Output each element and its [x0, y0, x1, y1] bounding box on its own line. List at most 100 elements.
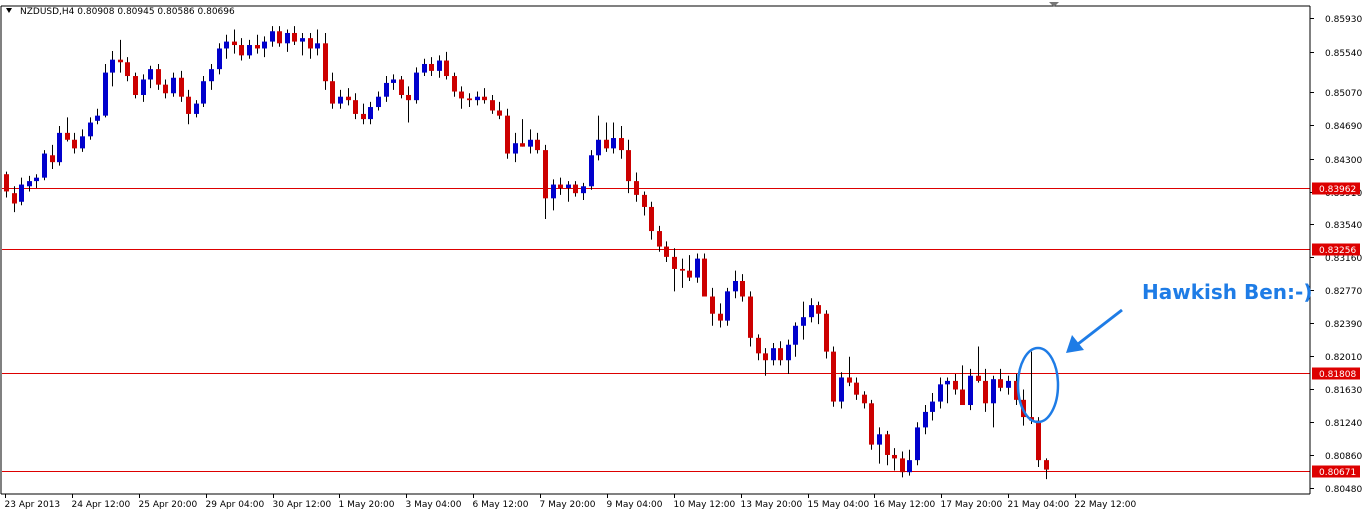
bull-candle [315, 43, 320, 49]
level-labels: 0.83962 0.83256 0.81808 0.80671 [1312, 182, 1360, 478]
level-label: 0.80671 [1319, 468, 1356, 478]
annotation-text: Hawkish Ben:-) [1142, 280, 1312, 304]
dropdown-triangle-icon[interactable] [6, 8, 12, 13]
bull-candle [247, 45, 252, 56]
bear-candle [748, 296, 753, 338]
bear-candle [862, 394, 867, 404]
bear-candle [892, 454, 897, 459]
bear-candle [353, 100, 358, 114]
bull-candle [589, 155, 594, 187]
bear-candle [672, 256, 677, 269]
bull-candle [793, 325, 798, 345]
bear-candle [118, 59, 123, 63]
bull-candle [809, 305, 814, 318]
bear-candle [854, 382, 859, 395]
bear-candle [604, 139, 609, 149]
price-tick-label: 0.85540 [1325, 49, 1362, 59]
price-tick-label: 0.82390 [1325, 320, 1362, 330]
price-tick-label: 0.80860 [1325, 452, 1362, 462]
bear-candle [361, 113, 366, 120]
shift-marker-icon[interactable] [1049, 2, 1059, 7]
symbol-info: NZDUSD,H4 0.80908 0.80945 0.80586 0.8069… [20, 7, 235, 17]
bull-candle [42, 153, 47, 178]
bull-candle [201, 81, 206, 104]
level-label-box [1312, 243, 1360, 256]
time-tick-label: 29 Apr 04:00 [206, 500, 265, 510]
bull-candle [338, 96, 343, 104]
time-tick-label: 16 May 12:00 [874, 500, 936, 510]
time-tick-label: 30 Apr 12:00 [273, 500, 332, 510]
bull-candle [285, 32, 290, 44]
time-tick-label: 6 May 12:00 [473, 500, 529, 510]
arrow-head-icon [1066, 335, 1084, 353]
candles [4, 26, 1049, 480]
bull-candle [938, 384, 943, 402]
bear-candle [429, 63, 434, 71]
bull-candle [209, 69, 214, 82]
bear-candle [740, 281, 745, 297]
bull-candle [224, 41, 229, 49]
bull-candle [611, 138, 616, 149]
bear-candle [467, 98, 472, 101]
bull-candle [915, 427, 920, 461]
price-tick-label: 0.85930 [1325, 15, 1362, 25]
bull-candle [930, 401, 935, 412]
bear-candle [156, 69, 161, 85]
price-tick-label: 0.82010 [1325, 353, 1362, 363]
bull-candle [391, 79, 396, 83]
bear-candle [687, 270, 692, 278]
bull-candle [907, 460, 912, 473]
bull-candle [270, 31, 275, 42]
bear-candle [482, 96, 487, 101]
bear-candle [50, 155, 55, 163]
bear-candle [664, 246, 669, 257]
bear-candle [239, 45, 244, 56]
price-tick-label: 0.83160 [1325, 254, 1362, 264]
time-tick-label: 1 May 20:00 [339, 500, 395, 510]
bear-candle [163, 84, 168, 94]
bear-candle [406, 94, 411, 101]
bear-candle [4, 174, 9, 192]
bear-candle [232, 41, 237, 46]
bear-candle [133, 76, 138, 95]
time-tick-label: 23 Apr 2013 [5, 500, 61, 510]
bull-candle [475, 96, 480, 101]
bear-candle [847, 377, 852, 383]
bull-candle [217, 48, 222, 70]
bear-candle [490, 100, 495, 111]
bull-candle [581, 186, 586, 194]
bear-candle [308, 38, 313, 49]
time-tick-label: 17 May 20:00 [941, 500, 1003, 510]
bull-candle [566, 184, 571, 188]
time-tick-label: 22 May 12:00 [1075, 500, 1137, 510]
bull-candle [148, 69, 153, 80]
bull-candle [194, 103, 199, 114]
level-label-box [1312, 367, 1360, 380]
level-lines [2, 188, 1310, 472]
bull-candle [437, 60, 442, 71]
bear-candle [900, 458, 905, 473]
bull-candle [513, 143, 518, 154]
bull-candle [300, 38, 305, 42]
bear-candle [642, 194, 647, 207]
bear-candle [756, 337, 761, 354]
bear-candle [960, 389, 965, 406]
bull-candle [528, 139, 533, 147]
bear-candle [763, 353, 768, 361]
bull-candle [1006, 380, 1011, 388]
bull-candle [88, 122, 93, 137]
time-axis: 23 Apr 2013 24 Apr 12:00 25 Apr 20:00 29 Ap… [5, 494, 1137, 510]
price-tick-label: 0.84690 [1325, 122, 1362, 132]
bull-candle [376, 96, 381, 108]
bear-candle [12, 193, 17, 204]
bull-candle [991, 379, 996, 404]
bear-candle [186, 96, 191, 114]
bear-candle [444, 60, 449, 77]
bear-candle [72, 139, 77, 149]
bear-candle [323, 43, 328, 82]
bear-candle [634, 181, 639, 195]
bull-candle [839, 377, 844, 402]
time-tick-label: 24 Apr 12:00 [72, 500, 131, 510]
